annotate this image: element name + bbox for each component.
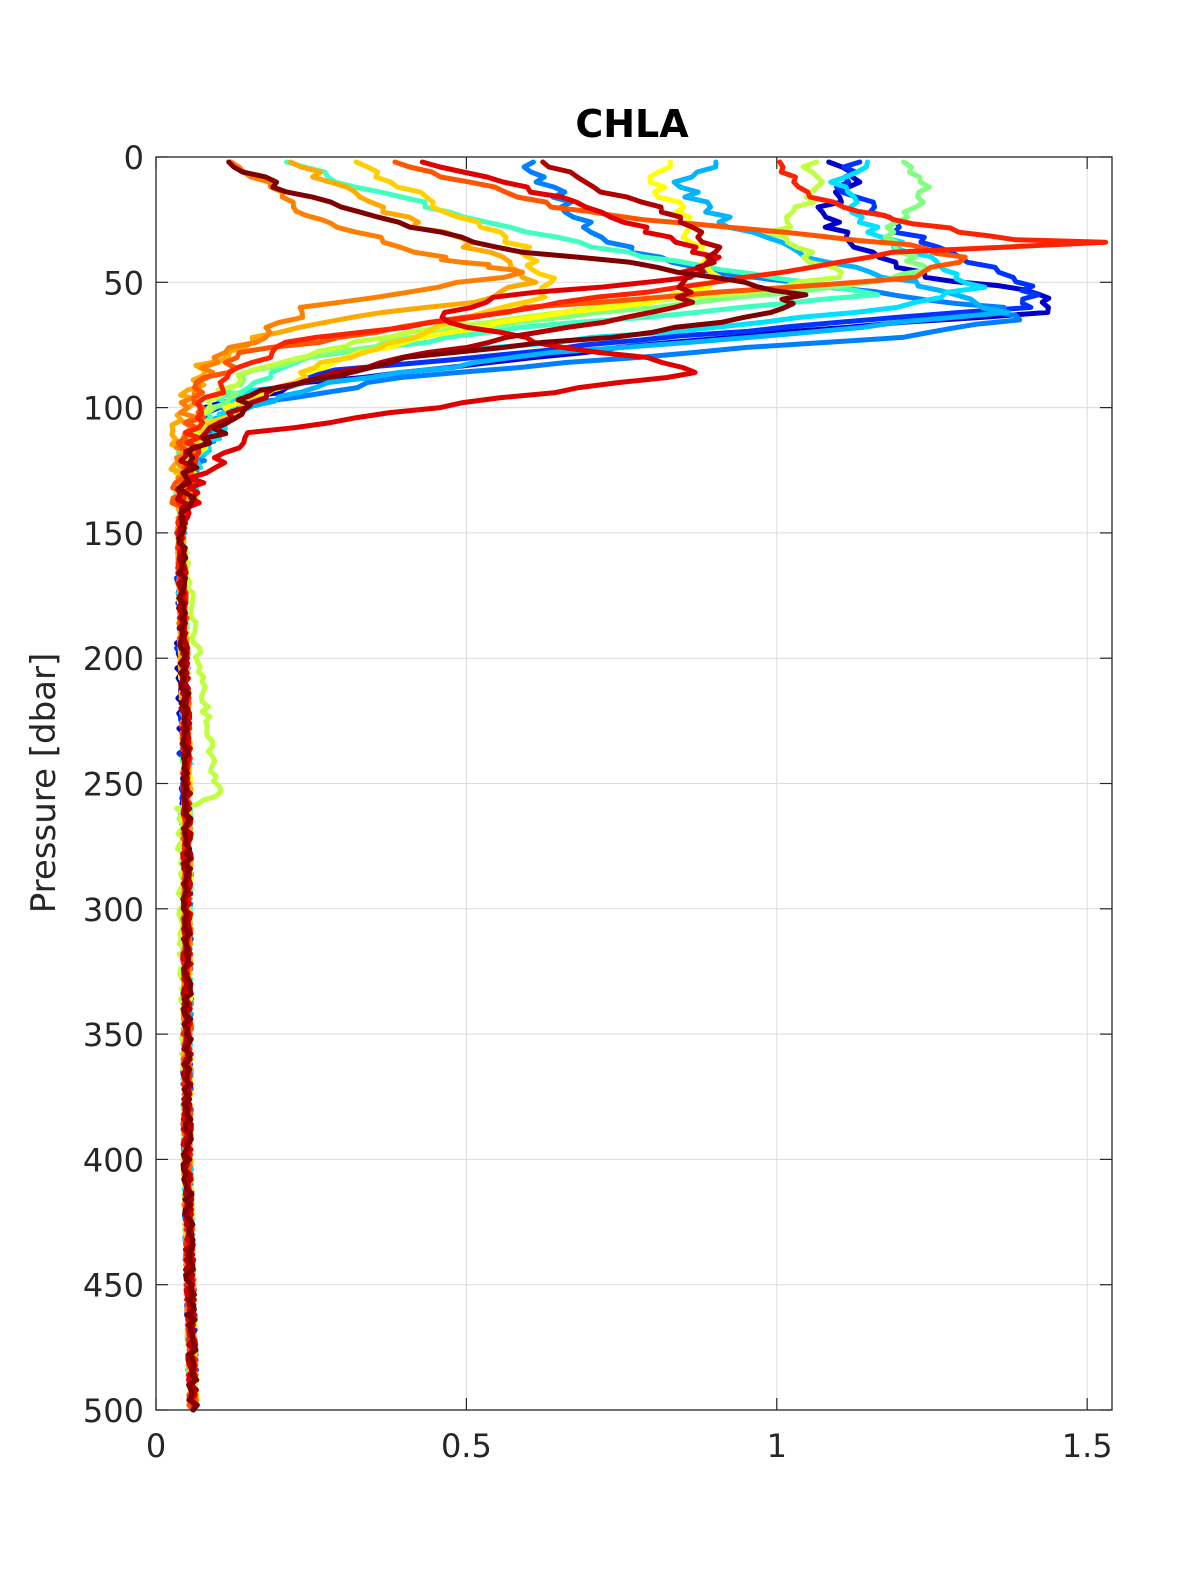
profile-lines: [168, 159, 1109, 1413]
y-tick-label: 200: [83, 640, 144, 678]
chart-title: CHLA: [575, 102, 689, 146]
x-tick-label: 1: [767, 1427, 787, 1465]
y-axis-label: Pressure [dbar]: [24, 653, 64, 914]
y-tick-label: 50: [103, 264, 144, 302]
y-tick-label: 100: [83, 390, 144, 428]
tick-marks: [155, 156, 1112, 1411]
y-tick-label: 350: [83, 1016, 144, 1054]
profile-series-17: [176, 159, 809, 1413]
y-tick-label: 500: [83, 1392, 144, 1430]
x-tick-label: 0: [146, 1427, 166, 1465]
y-tick-labels: 0 50 100 150 200 250 300 350 400 450 500: [83, 139, 144, 1430]
y-tick-label: 450: [83, 1267, 144, 1305]
x-tick-labels: 0 0.5 1 1.5: [146, 1427, 1113, 1465]
x-tick-label: 1.5: [1062, 1427, 1113, 1465]
y-tick-label: 400: [83, 1141, 144, 1179]
y-tick-label: 0: [124, 139, 144, 177]
y-tick-label: 300: [83, 891, 144, 929]
grid-lines: [156, 157, 1112, 1410]
x-tick-label: 0.5: [441, 1427, 492, 1465]
y-tick-label: 250: [83, 766, 144, 804]
y-tick-label: 150: [83, 515, 144, 553]
